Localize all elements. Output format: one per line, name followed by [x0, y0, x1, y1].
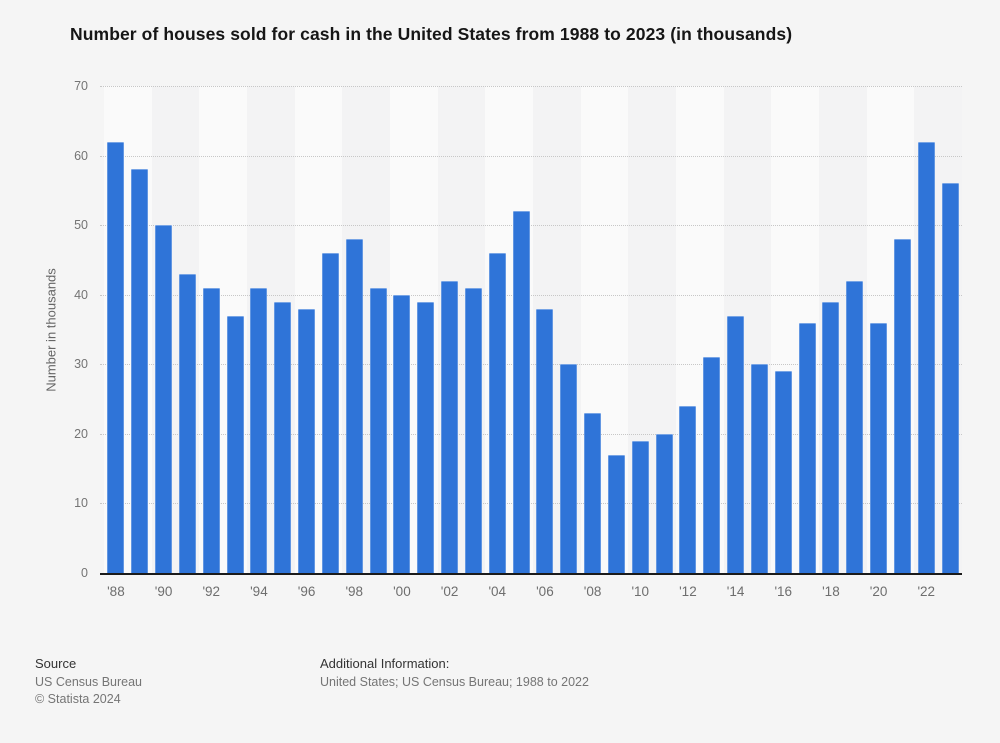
bar-2021[interactable] [893, 239, 911, 573]
bar-2020[interactable] [870, 322, 888, 573]
x-tick-label: '22 [917, 584, 936, 599]
bar-2007[interactable] [560, 364, 578, 573]
bar-1997[interactable] [321, 252, 339, 573]
bar-2012[interactable] [679, 406, 697, 573]
gridline-70 [100, 86, 962, 87]
bar-2008[interactable] [584, 412, 602, 573]
y-tick-label: 30 [74, 357, 88, 372]
bar-2013[interactable] [703, 357, 721, 573]
y-tick-label: 60 [74, 148, 88, 163]
source-name: US Census Bureau [35, 675, 143, 689]
y-tick-label: 10 [74, 496, 88, 511]
gridline-30 [100, 364, 962, 366]
bar-1990[interactable] [155, 225, 173, 573]
bar-1996[interactable] [298, 308, 316, 573]
bar-2014[interactable] [727, 315, 745, 573]
bar-2010[interactable] [631, 440, 649, 573]
bar-1994[interactable] [250, 287, 268, 573]
gridline-60 [100, 155, 962, 157]
bar-2016[interactable] [774, 371, 792, 573]
bar-1988[interactable] [107, 141, 125, 573]
bar-1989[interactable] [131, 169, 149, 573]
x-tick-label: '18 [822, 584, 840, 599]
y-tick-label: 50 [74, 218, 88, 233]
bar-1999[interactable] [369, 287, 387, 573]
x-tick-label: '14 [726, 584, 745, 599]
bar-2002[interactable] [441, 280, 459, 573]
y-tick-label: 70 [74, 79, 88, 93]
x-tick-label: '98 [345, 584, 364, 599]
copyright-text: © Statista 2024 [35, 692, 121, 706]
source-label: Source [35, 656, 77, 671]
x-tick-label: '00 [393, 584, 411, 599]
bar-2017[interactable] [798, 322, 816, 573]
bar-2009[interactable] [607, 454, 625, 573]
gridline-20 [100, 433, 962, 435]
y-tick-label: 0 [81, 566, 88, 580]
bar-1998[interactable] [345, 239, 363, 573]
additional-info-text: United States; US Census Bureau; 1988 to… [320, 675, 589, 689]
y-tick-label: 20 [74, 426, 88, 441]
bar-1991[interactable] [178, 273, 196, 573]
bar-2011[interactable] [655, 433, 673, 573]
x-axis-line [100, 573, 962, 575]
bar-2019[interactable] [846, 280, 864, 573]
x-tick-label: '02 [440, 584, 459, 599]
bar-2000[interactable] [393, 294, 411, 573]
x-tick-label: '04 [488, 584, 507, 599]
x-tick-label: '92 [202, 584, 221, 599]
bar-2015[interactable] [750, 364, 768, 573]
x-tick-label: '10 [631, 584, 650, 599]
bar-2018[interactable] [822, 301, 840, 573]
x-tick-label: '12 [679, 584, 697, 599]
bar-2001[interactable] [417, 301, 435, 573]
bar-2006[interactable] [536, 308, 554, 573]
gridline-50 [100, 225, 962, 227]
bar-1995[interactable] [274, 301, 292, 573]
bar-2023[interactable] [941, 183, 959, 573]
bar-2005[interactable] [512, 211, 530, 573]
x-tick-label: '16 [774, 584, 793, 599]
additional-info-label: Additional Information: [320, 656, 450, 671]
bar-2003[interactable] [464, 287, 482, 573]
x-tick-label: '96 [297, 584, 316, 599]
x-tick-label: '08 [583, 584, 602, 599]
bar-1993[interactable] [226, 315, 244, 573]
bar-2004[interactable] [488, 252, 506, 573]
chart-title: Number of houses sold for cash in the Un… [70, 24, 793, 44]
y-tick-label: 40 [74, 287, 88, 302]
x-tick-label: '88 [107, 584, 125, 599]
gridline-10 [100, 503, 962, 505]
gridline-40 [100, 294, 962, 296]
bar-1992[interactable] [202, 287, 220, 573]
x-tick-label: '90 [154, 584, 173, 599]
x-tick-label: '20 [869, 584, 888, 599]
x-tick-label: '94 [250, 584, 268, 599]
x-tick-label: '06 [536, 584, 554, 599]
y-axis-title: Number in thousands [43, 268, 59, 392]
bar-2022[interactable] [917, 141, 935, 573]
